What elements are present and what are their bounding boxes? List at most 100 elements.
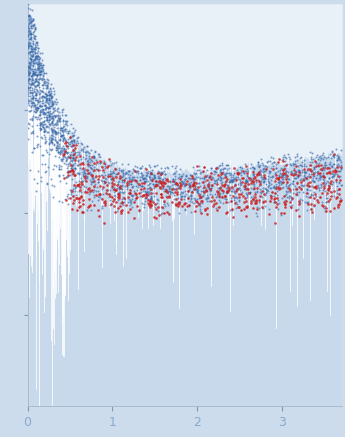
Point: [282, 152, 287, 159]
Point: [75, 206, 80, 213]
Point: [271, 184, 277, 191]
Point: [293, 186, 298, 193]
Point: [224, 188, 230, 195]
Point: [194, 196, 200, 203]
Point: [279, 171, 285, 178]
Point: [269, 188, 275, 195]
Point: [286, 176, 292, 183]
Point: [41, 109, 47, 116]
Point: [68, 164, 73, 171]
Point: [89, 157, 95, 164]
Point: [187, 182, 193, 189]
Point: [41, 69, 47, 76]
Point: [25, 24, 31, 31]
Point: [284, 189, 290, 196]
Point: [84, 161, 90, 168]
Point: [244, 185, 250, 192]
Point: [54, 107, 60, 114]
Point: [91, 177, 96, 184]
Point: [256, 170, 261, 177]
Point: [34, 39, 40, 46]
Point: [80, 177, 86, 184]
Point: [283, 204, 288, 211]
Point: [30, 53, 36, 60]
Point: [230, 176, 236, 183]
Point: [64, 168, 70, 175]
Point: [48, 116, 53, 123]
Point: [102, 178, 108, 185]
Point: [52, 88, 57, 95]
Point: [300, 188, 306, 195]
Point: [194, 188, 200, 195]
Point: [283, 167, 289, 174]
Point: [62, 195, 68, 202]
Point: [156, 182, 162, 189]
Point: [300, 183, 306, 190]
Point: [54, 130, 60, 137]
Point: [32, 25, 37, 32]
Point: [199, 193, 204, 200]
Point: [332, 172, 337, 179]
Point: [292, 168, 298, 175]
Point: [168, 186, 173, 193]
Point: [215, 192, 220, 199]
Point: [88, 165, 93, 172]
Point: [62, 121, 67, 128]
Point: [53, 95, 59, 102]
Point: [156, 211, 162, 218]
Point: [247, 190, 252, 197]
Point: [61, 137, 66, 144]
Point: [81, 168, 86, 175]
Point: [116, 190, 121, 197]
Point: [256, 177, 261, 184]
Point: [254, 171, 260, 178]
Point: [111, 169, 116, 176]
Point: [26, 97, 31, 104]
Point: [113, 170, 118, 177]
Point: [236, 186, 241, 193]
Point: [74, 137, 80, 144]
Point: [62, 127, 67, 134]
Point: [100, 185, 105, 192]
Point: [26, 84, 32, 91]
Point: [120, 173, 125, 180]
Point: [323, 155, 329, 162]
Point: [211, 167, 217, 174]
Point: [258, 186, 263, 193]
Point: [50, 118, 55, 125]
Point: [333, 168, 338, 175]
Point: [65, 163, 70, 170]
Point: [73, 183, 79, 190]
Point: [336, 185, 342, 192]
Point: [87, 187, 92, 194]
Point: [264, 166, 269, 173]
Point: [42, 169, 48, 176]
Point: [37, 115, 42, 122]
Point: [248, 185, 254, 192]
Point: [40, 72, 46, 79]
Point: [139, 192, 145, 199]
Point: [296, 200, 302, 207]
Point: [44, 95, 50, 102]
Point: [176, 200, 181, 207]
Point: [49, 138, 54, 145]
Point: [63, 173, 69, 180]
Point: [116, 189, 121, 196]
Point: [72, 126, 78, 133]
Point: [32, 57, 38, 64]
Point: [295, 205, 301, 212]
Point: [33, 105, 38, 112]
Point: [260, 166, 265, 173]
Point: [35, 116, 40, 123]
Point: [43, 104, 49, 111]
Point: [188, 194, 194, 201]
Point: [39, 151, 45, 158]
Point: [255, 212, 260, 219]
Point: [173, 201, 178, 208]
Point: [42, 135, 48, 142]
Point: [140, 175, 146, 182]
Point: [178, 181, 183, 188]
Point: [131, 166, 137, 173]
Point: [37, 70, 42, 77]
Point: [67, 160, 72, 166]
